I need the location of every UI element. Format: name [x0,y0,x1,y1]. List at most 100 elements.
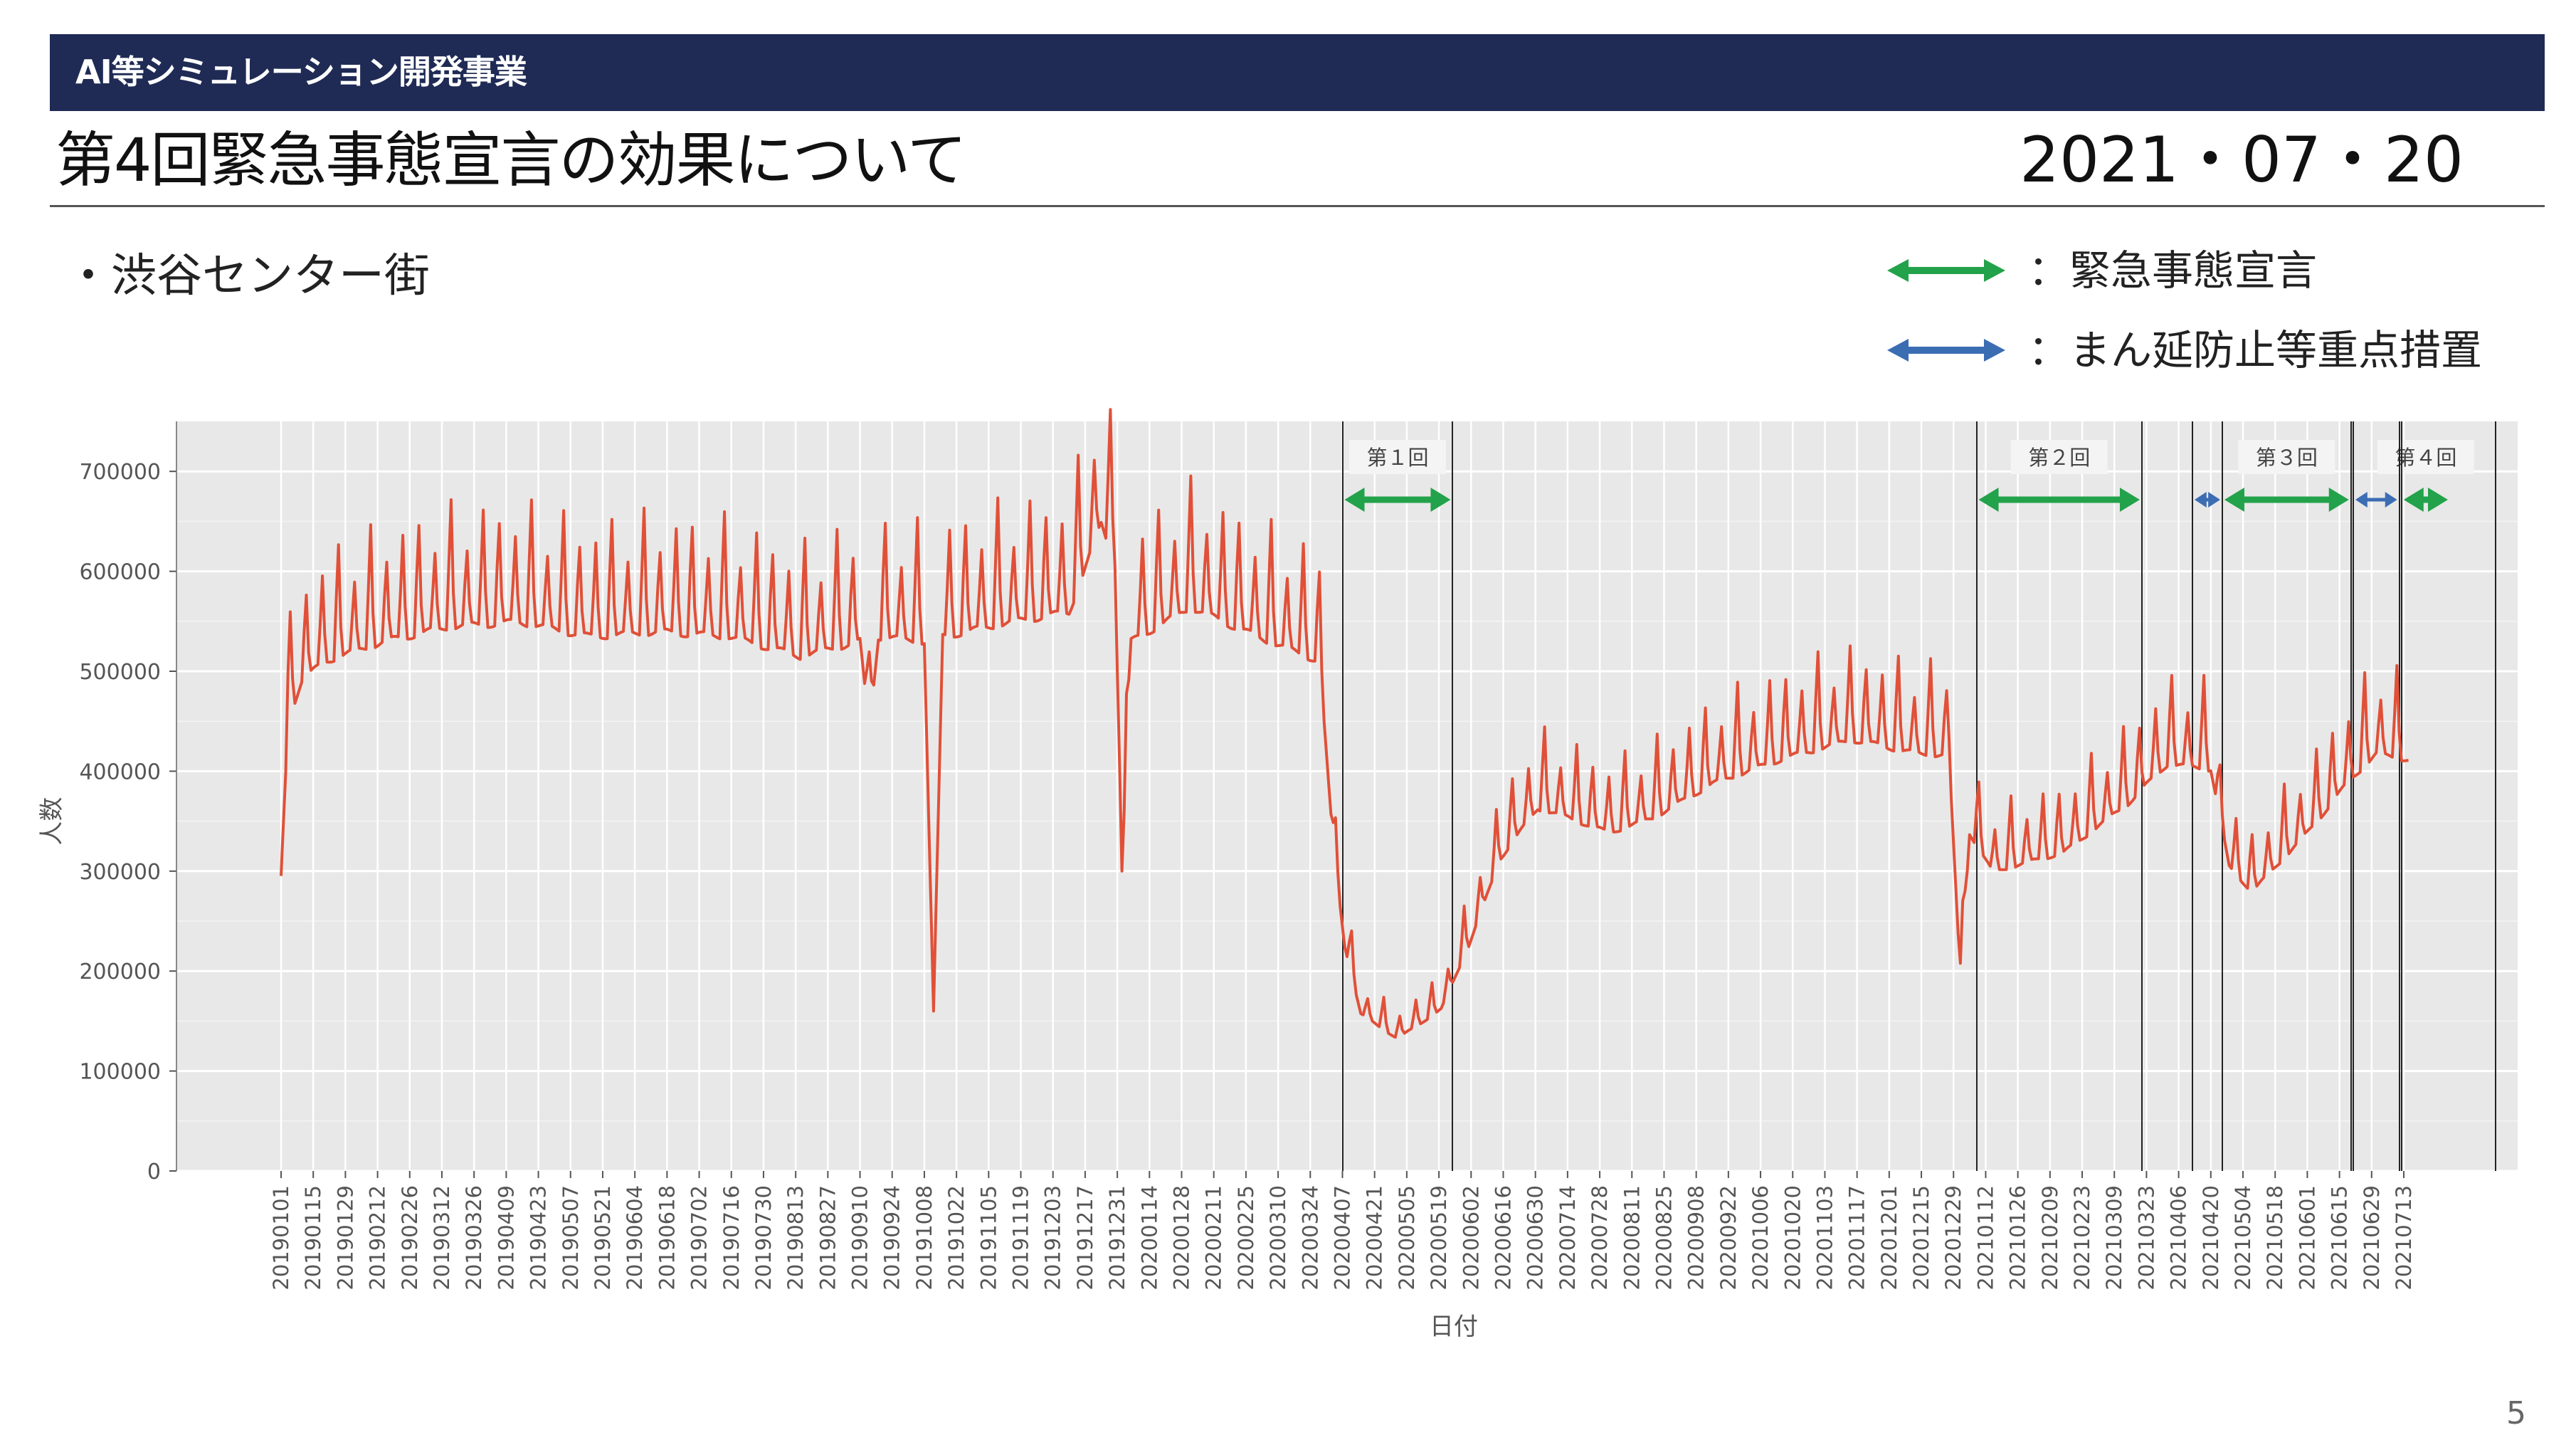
period-semi [2194,492,2220,508]
period-arrow-head [2224,488,2244,512]
period-arrow-head [1978,488,1999,512]
x-tick-label: 20190521 [591,1185,615,1291]
x-tick-label: 20210209 [2038,1185,2062,1291]
period-label-box [2238,440,2335,474]
period-emergency: 第２回 [1978,440,2140,512]
x-tick-label: 20191119 [1009,1185,1033,1291]
period-label: 第２回 [2028,446,2090,470]
x-tick-label: 20200630 [1524,1185,1548,1291]
y-tick-label: 700000 [79,460,161,485]
period-emergency: 第４回 [2377,440,2474,512]
period-label: 第４回 [2395,446,2456,470]
period-label-box [1348,440,1446,474]
y-axis-title: 人数 [38,797,66,846]
x-tick-label: 20200324 [1298,1185,1322,1291]
period-arrow-head [2355,492,2368,508]
x-tick-label: 20190813 [783,1185,808,1291]
series-layer [280,408,2409,1039]
period-label: 第３回 [2256,446,2318,470]
x-tick-label: 20191203 [1041,1185,1065,1291]
x-tick-label: 20210406 [2167,1185,2191,1291]
location-label: ・渋谷センター街 [65,250,430,303]
x-tick-label: 20191022 [944,1185,968,1291]
header-banner: AI等シミュレーション開発事業 [50,34,2545,111]
x-tick-label: 20200602 [1459,1185,1483,1291]
x-tick-label: 20210309 [2102,1185,2126,1291]
x-tick-label: 20190212 [366,1185,390,1291]
x-tick-label: 20210420 [2199,1185,2223,1291]
x-tick-label: 20201020 [1780,1185,1805,1291]
x-tick-label: 20191231 [1105,1185,1129,1291]
axes: 0 100000 200000 300000 400000 500000 600000 700… [38,421,2416,1341]
x-tick-label: 20191217 [1073,1185,1097,1291]
period-arrow-head [2385,492,2397,508]
x-tick-label: 20210223 [2070,1185,2094,1291]
x-tick-label: 20190226 [398,1185,422,1291]
x-tick-label: 20200114 [1137,1185,1161,1291]
y-tick-label: 300000 [79,860,161,885]
x-tick-label: 20200728 [1588,1185,1612,1291]
period-arrow-head [2119,488,2140,512]
period-arrow-head [2428,488,2448,512]
x-tick-label: 20200519 [1427,1185,1451,1291]
x-tick-label: 20200407 [1331,1185,1355,1291]
x-tick-label: 20200505 [1395,1185,1419,1291]
x-axis-title: 日付 [1430,1313,1478,1341]
x-tick-label: 20210112 [1973,1185,1997,1291]
x-tick-label: 20200922 [1716,1185,1741,1291]
x-tick-label: 20200310 [1266,1185,1290,1291]
x-tick-label: 20201117 [1845,1185,1869,1291]
x-tick-label: 20200128 [1170,1185,1194,1291]
page-number: 5 [2506,1395,2526,1431]
title-divider [50,205,2545,207]
period-arrow-head [2194,492,2207,508]
page-title: 第4回緊急事態宣言の効果について [56,125,967,195]
x-tick-label: 20190115 [301,1185,325,1291]
x-tick-label: 20210713 [2392,1185,2416,1291]
period-arrow-head [1344,488,1365,512]
x-tick-label: 20200825 [1652,1185,1676,1291]
period-semi [2355,492,2397,508]
y-tick-label: 600000 [79,560,161,585]
x-tick-label: 20210601 [2295,1185,2319,1291]
x-tick-label: 20201103 [1812,1185,1837,1291]
period-arrow-head [2403,488,2424,512]
x-tick-label: 20201006 [1748,1185,1773,1291]
x-tick-label: 20200811 [1620,1185,1644,1291]
period-arrow-head [2328,488,2349,512]
y-tick-label: 500000 [79,660,161,685]
x-tick-label: 20190730 [751,1185,776,1291]
x-tick-label: 20190409 [494,1185,518,1291]
blue-double-arrow-icon [1887,339,2005,362]
x-tick-label: 20190910 [848,1185,872,1291]
period-label-box [2377,440,2474,474]
y-tick-label: 200000 [79,960,161,984]
x-tick-label: 20190716 [719,1185,744,1291]
y-tick-label: 0 [147,1160,161,1184]
page-date: 2021・07・20 [2020,123,2464,196]
legend-emergency-label: ：緊急事態宣言 [2028,246,2318,295]
visitor-line-chart: 第１回 第２回 第３回 第４回 0 100000 200000 300000 400000 50… [38,408,2518,1341]
x-tick-label: 20190924 [880,1185,904,1291]
x-tick-label: 20210126 [2006,1185,2030,1291]
x-tick-label: 20191008 [912,1185,936,1291]
x-tick-label: 20200908 [1684,1185,1709,1291]
period-label-box [2010,440,2108,474]
period-emergency: 第３回 [2224,440,2349,512]
x-tick-label: 20191105 [976,1185,1001,1291]
y-tick-label: 100000 [79,1060,161,1085]
x-tick-label: 20190604 [623,1185,647,1291]
x-tick-label: 20190101 [269,1185,293,1291]
x-tick-label: 20190827 [815,1185,840,1291]
x-tick-label: 20201215 [1909,1185,1933,1291]
y-tick-label: 400000 [79,760,161,784]
green-double-arrow-icon [1887,259,2005,282]
plot-background [176,421,2518,1171]
legend-semi-label: ：まん延防止等重点措置 [2028,326,2483,374]
x-tick-label: 20190129 [333,1185,357,1291]
x-tick-label: 20200421 [1363,1185,1387,1291]
x-tick-label: 20190702 [687,1185,712,1291]
x-tick-label: 20190618 [655,1185,679,1291]
x-tick-label: 20200714 [1556,1185,1580,1291]
x-tick-label: 20190312 [430,1185,454,1291]
